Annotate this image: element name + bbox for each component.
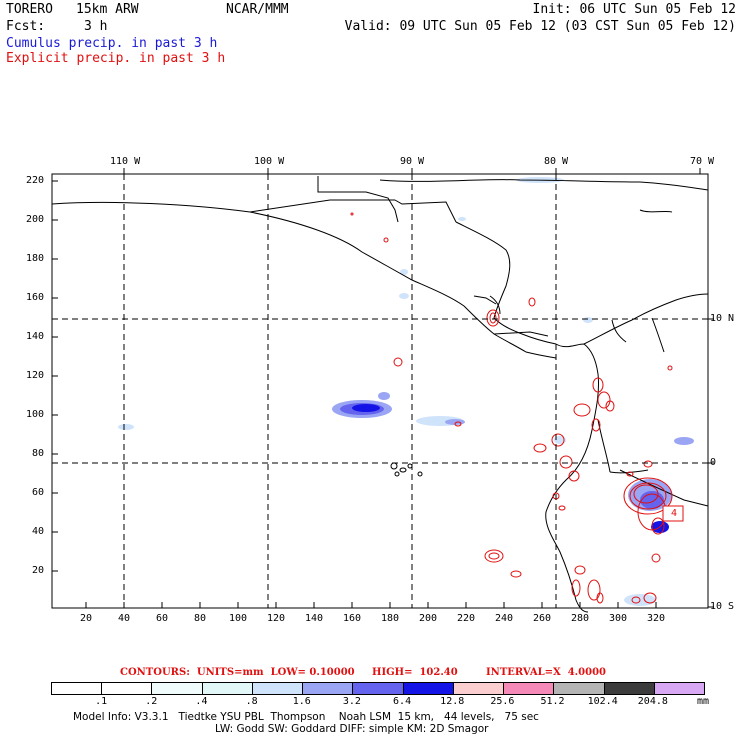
x-label: 160 — [343, 613, 362, 624]
init-time: Init: 06 UTC Sun 05 Feb 12 — [532, 2, 737, 17]
lon-label-80w: 80 W — [544, 156, 569, 167]
color-bar-threshold: .8 — [245, 696, 258, 707]
color-bar-segment — [202, 683, 253, 694]
cumulus-precip-label: Cumulus precip. in past 3 h — [6, 36, 218, 51]
y-label: 60 — [32, 487, 45, 498]
lon-label-70w: 70 W — [690, 156, 715, 167]
valid-time: Valid: 09 UTC Sun 05 Feb 12 (03 CST Sun … — [344, 19, 736, 34]
y-label: 180 — [26, 253, 45, 264]
color-bar-segment — [152, 683, 203, 694]
lat-label-0: 0 — [710, 457, 717, 468]
cumulus-precip-areas — [118, 177, 694, 606]
y-label: 80 — [32, 448, 45, 459]
color-bar-segment — [453, 683, 505, 694]
explicit-precip-contours — [350, 212, 673, 604]
color-bar-segment — [654, 683, 705, 694]
color-bar-threshold: 25.6 — [490, 696, 515, 707]
color-bar-segment — [353, 683, 404, 694]
color-bar-segment — [102, 683, 153, 694]
legend-high: HIGH= 102.40 — [372, 667, 458, 678]
precip-color-bar — [51, 682, 705, 695]
explicit-precip-label: Explicit precip. in past 3 h — [6, 51, 226, 66]
model-resolution: 15km ARW — [76, 2, 139, 17]
legend-contours: CONTOURS: UNITS=mm LOW= 0.10000 — [120, 667, 355, 678]
color-bar-threshold: 6.4 — [393, 696, 412, 707]
lat-label-10s: 10 S — [710, 601, 735, 612]
lon-label-100w: 100 W — [254, 156, 285, 167]
max-value-label: 4 — [671, 508, 678, 519]
color-bar-threshold: 1.6 — [292, 696, 311, 707]
color-bar-segment — [303, 683, 354, 694]
x-label: 20 — [80, 613, 93, 624]
y-label: 20 — [32, 565, 45, 576]
map-frame — [51, 173, 709, 609]
model-info-line2: LW: Godd SW: Goddard DIFF: simple KM: 2D… — [215, 723, 489, 735]
color-bar-segment — [604, 683, 655, 694]
model-name: TORERO — [6, 2, 53, 17]
x-label: 60 — [156, 613, 169, 624]
y-label: 40 — [32, 526, 45, 537]
bottom-ticks — [85, 602, 657, 608]
top-ticks — [123, 168, 701, 174]
color-bar-threshold: 12.8 — [440, 696, 465, 707]
x-label: 300 — [609, 613, 628, 624]
x-label: 280 — [571, 613, 590, 624]
color-bar-threshold: 102.4 — [587, 696, 618, 707]
lat-label-10n: 10 N — [710, 313, 735, 324]
y-label: 200 — [26, 214, 45, 225]
max-value-box — [662, 505, 684, 522]
x-label: 200 — [419, 613, 438, 624]
forecast-label: Fcst: — [6, 19, 46, 34]
legend-unit: mm — [697, 696, 710, 707]
color-bar-segment — [52, 683, 103, 694]
x-label: 320 — [647, 613, 666, 624]
color-bar-threshold: .4 — [195, 696, 208, 707]
x-label: 240 — [495, 613, 514, 624]
y-label: 100 — [26, 409, 45, 420]
forecast-value: 3 h — [84, 19, 108, 34]
model-info-line1: Model Info: V3.3.1 Tiedtke YSU PBL Thomp… — [73, 711, 539, 723]
precip-color-bar-labels: .1 .2 .4 .8 1.6 3.2 6.4 12.8 25.6 51.2 102.4 204.8 — [51, 695, 703, 707]
x-label: 220 — [457, 613, 476, 624]
x-label: 260 — [533, 613, 552, 624]
color-bar-segment — [504, 683, 555, 694]
x-label: 40 — [118, 613, 131, 624]
left-ticks — [52, 180, 58, 572]
x-label: 180 — [381, 613, 400, 624]
y-label: 120 — [26, 370, 45, 381]
x-label: 120 — [267, 613, 286, 624]
x-label: 140 — [305, 613, 324, 624]
y-label: 140 — [26, 331, 45, 342]
color-bar-threshold: 3.2 — [342, 696, 361, 707]
color-bar-segment — [403, 683, 454, 694]
lon-label-110w: 110 W — [110, 156, 141, 167]
color-bar-threshold: .2 — [145, 696, 158, 707]
y-label: 220 — [26, 175, 45, 186]
organization: NCAR/MMM — [226, 2, 289, 17]
lon-label-90w: 90 W — [400, 156, 425, 167]
x-label: 100 — [229, 613, 248, 624]
color-bar-segment — [554, 683, 605, 694]
color-bar-threshold: .1 — [95, 696, 108, 707]
color-bar-segment — [252, 683, 304, 694]
x-label: 80 — [194, 613, 207, 624]
legend-interval: INTERVAL=X 4.0000 — [486, 667, 606, 678]
color-bar-threshold: 204.8 — [637, 696, 668, 707]
color-bar-threshold: 51.2 — [540, 696, 565, 707]
y-label: 160 — [26, 292, 45, 303]
coastlines — [51, 176, 709, 613]
lat-lon-gridlines — [52, 174, 708, 608]
right-ticks — [708, 318, 714, 608]
galapagos-islands — [390, 462, 423, 477]
